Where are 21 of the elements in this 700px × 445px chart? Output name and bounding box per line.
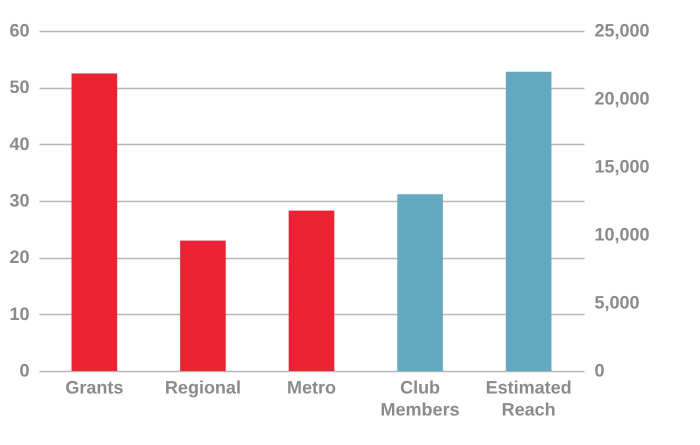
bar bbox=[72, 74, 118, 371]
y-tick-label: 20 bbox=[9, 247, 30, 268]
x-tick-label: Metro bbox=[287, 378, 336, 398]
x-tick-label: Club Members bbox=[380, 378, 460, 420]
y-tick-label: 10 bbox=[9, 304, 30, 324]
x-tick-label: Estimated Reach bbox=[486, 378, 572, 420]
bar bbox=[180, 240, 226, 371]
y2-tick-label: 20,000 bbox=[594, 88, 650, 108]
y2-tick-label: 15,000 bbox=[594, 156, 650, 176]
y-tick-label: 40 bbox=[9, 134, 30, 154]
y2-tick-label: 0 bbox=[594, 360, 605, 380]
y2-tick-label: 25,000 bbox=[594, 20, 650, 40]
x-tick-label: Regional bbox=[164, 378, 241, 398]
y-tick-label: 50 bbox=[9, 77, 30, 98]
y-tick-label: 60 bbox=[9, 20, 30, 40]
bar bbox=[288, 210, 334, 371]
y-tick-label: 30 bbox=[9, 190, 30, 210]
y2-tick-label: 5,000 bbox=[594, 292, 640, 312]
y-tick-label: 0 bbox=[19, 360, 30, 380]
x-tick-label: Grants bbox=[65, 378, 124, 398]
y2-tick-label: 10,000 bbox=[594, 224, 650, 244]
